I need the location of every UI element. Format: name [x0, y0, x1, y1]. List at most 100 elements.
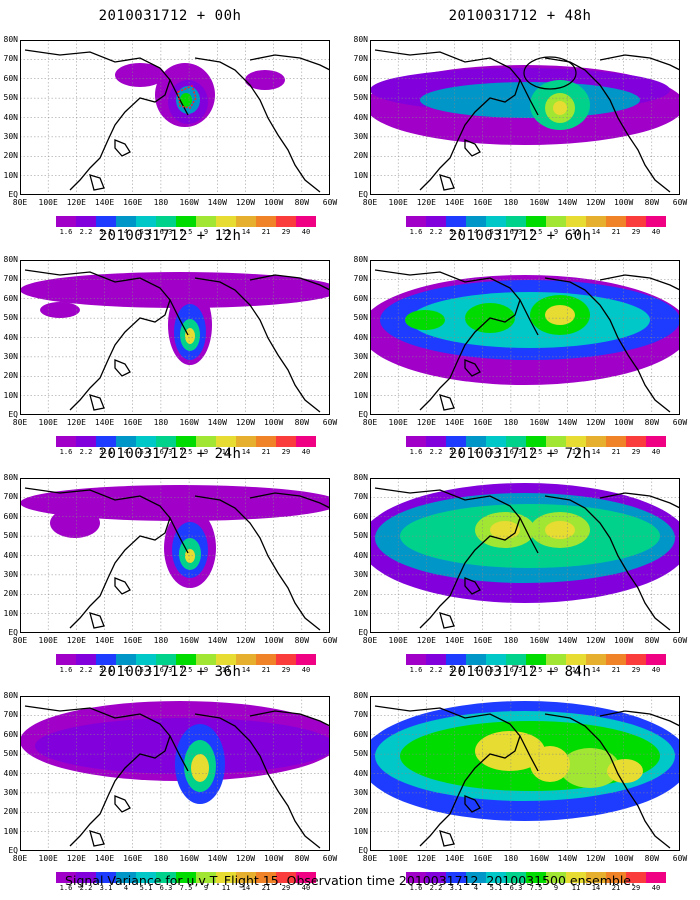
coastline	[89, 174, 105, 191]
colorbar-label: 9	[553, 666, 559, 674]
colorbar-swatch	[406, 216, 426, 227]
x-tick-label: 160E	[473, 636, 493, 645]
x-tick-label: 120W	[585, 418, 606, 427]
colorbar-label: 11	[221, 228, 231, 236]
coastline	[169, 735, 189, 772]
colorbar	[406, 216, 666, 227]
colorbar-swatch	[506, 654, 526, 665]
x-tick-label: 140W	[207, 198, 227, 207]
colorbar-swatch	[486, 654, 506, 665]
colorbar-label: 9	[203, 228, 209, 236]
panel-title: 2010031712 + 48h	[448, 8, 592, 24]
colorbar-label: 14	[591, 228, 601, 236]
colorbar-label: 9	[553, 448, 559, 456]
colorbar-label: 3.1	[449, 228, 463, 236]
x-tick-label: 140E	[444, 198, 465, 207]
y-tick-label: 40N	[3, 112, 18, 122]
variance-contour	[40, 302, 80, 318]
y-tick-label: 30N	[3, 787, 18, 797]
coastline	[374, 487, 521, 629]
variance-contour	[191, 754, 209, 782]
colorbar-swatch	[156, 216, 176, 227]
colorbar-swatch	[566, 654, 586, 665]
colorbar-label: 5.1	[489, 448, 503, 456]
coastline	[89, 394, 105, 411]
x-tick-label: 100E	[388, 418, 408, 427]
colorbar-swatch	[546, 872, 566, 883]
colorbar-label: 11	[571, 228, 581, 236]
colorbar-swatch	[426, 436, 446, 447]
y-tick-label: 80N	[353, 255, 368, 264]
x-tick-label: 80E	[362, 854, 378, 863]
y-tick-label: 30N	[353, 787, 368, 797]
colorbar-swatch	[116, 872, 136, 883]
highlight-circle	[523, 56, 577, 90]
colorbar-label: 6.3	[159, 666, 173, 674]
y-tick-label: 30N	[353, 351, 368, 361]
variance-map	[370, 40, 680, 195]
colorbar-label: 2.2	[79, 666, 93, 674]
x-tick-label: 180	[503, 418, 519, 427]
colorbar-swatch	[56, 436, 76, 447]
colorbar-swatch	[196, 872, 216, 883]
colorbar-swatch	[156, 436, 176, 447]
colorbar-swatch	[236, 872, 256, 883]
y-tick-label: EQ	[8, 628, 18, 637]
coastline	[24, 705, 171, 847]
y-tick-label: 70N	[3, 274, 18, 284]
colorbar-swatch	[446, 654, 466, 665]
colorbar-label: 2.2	[79, 228, 93, 236]
x-tick-label: 60W	[672, 198, 688, 207]
colorbar-label: 6.3	[509, 666, 523, 674]
x-tick-label: 80W	[644, 636, 660, 645]
colorbar-label: 6.3	[509, 884, 523, 892]
colorbar-swatch	[96, 216, 116, 227]
x-tick-label: 100W	[263, 418, 284, 427]
colorbar-label: 4	[473, 228, 479, 236]
coastline	[194, 57, 321, 193]
colorbar-label: 21	[611, 884, 621, 892]
y-tick-label: 80N	[353, 473, 368, 482]
colorbar-swatch	[256, 654, 276, 665]
colorbar-swatch	[506, 216, 526, 227]
colorbar-label: 14	[241, 228, 251, 236]
coastline	[169, 79, 189, 116]
coastline	[544, 57, 671, 193]
colorbar-label: 11	[221, 448, 231, 456]
colorbar-swatch	[216, 436, 236, 447]
coastline	[599, 54, 680, 71]
colorbar-swatch	[96, 654, 116, 665]
x-tick-label: 160E	[123, 636, 143, 645]
panel-title: 2010031712 + 24h	[98, 446, 242, 462]
x-tick-label: 140E	[94, 198, 115, 207]
colorbar-label: 5.1	[139, 448, 153, 456]
x-tick-label: 80E	[12, 854, 28, 863]
coastline	[249, 710, 330, 727]
x-tick-label: 160E	[473, 418, 493, 427]
coastline	[519, 517, 539, 554]
y-tick-label: 30N	[3, 131, 18, 141]
map-svg	[370, 696, 680, 851]
colorbar-swatch	[56, 216, 76, 227]
panel-title: 2010031712 + 72h	[448, 446, 592, 462]
coastline	[114, 139, 131, 157]
colorbar-swatch	[446, 436, 466, 447]
colorbar-label: 14	[591, 448, 601, 456]
x-tick-label: 60W	[322, 198, 338, 207]
colorbar-label: 40	[651, 228, 661, 236]
colorbar-label: 14	[241, 884, 251, 892]
colorbar-label: 21	[611, 228, 621, 236]
colorbar-label: 7.5	[179, 666, 193, 674]
colorbar-swatch	[216, 872, 236, 883]
x-tick-label: 180	[153, 854, 169, 863]
x-tick-label: 80E	[362, 418, 378, 427]
variance-contour	[475, 731, 545, 771]
x-tick-label: 100E	[388, 636, 408, 645]
variance-contour	[245, 70, 285, 90]
x-tick-label: 160W	[179, 418, 199, 427]
colorbar-swatch	[296, 436, 316, 447]
colorbar-swatch	[566, 216, 586, 227]
coastline	[464, 359, 481, 377]
y-tick-label: 30N	[3, 569, 18, 579]
colorbar-swatch	[256, 872, 276, 883]
